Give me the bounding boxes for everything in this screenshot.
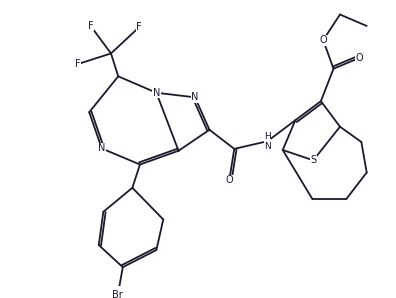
Text: N: N <box>191 92 199 102</box>
Text: F: F <box>88 21 93 31</box>
Text: N: N <box>98 143 105 153</box>
Text: N: N <box>153 88 160 98</box>
Text: Br: Br <box>112 290 123 298</box>
Text: F: F <box>75 59 80 69</box>
Text: S: S <box>310 155 316 165</box>
Text: H
N: H N <box>264 131 271 151</box>
Text: O: O <box>355 53 363 63</box>
Text: O: O <box>225 175 233 185</box>
Text: F: F <box>136 22 142 32</box>
Text: O: O <box>320 35 327 45</box>
